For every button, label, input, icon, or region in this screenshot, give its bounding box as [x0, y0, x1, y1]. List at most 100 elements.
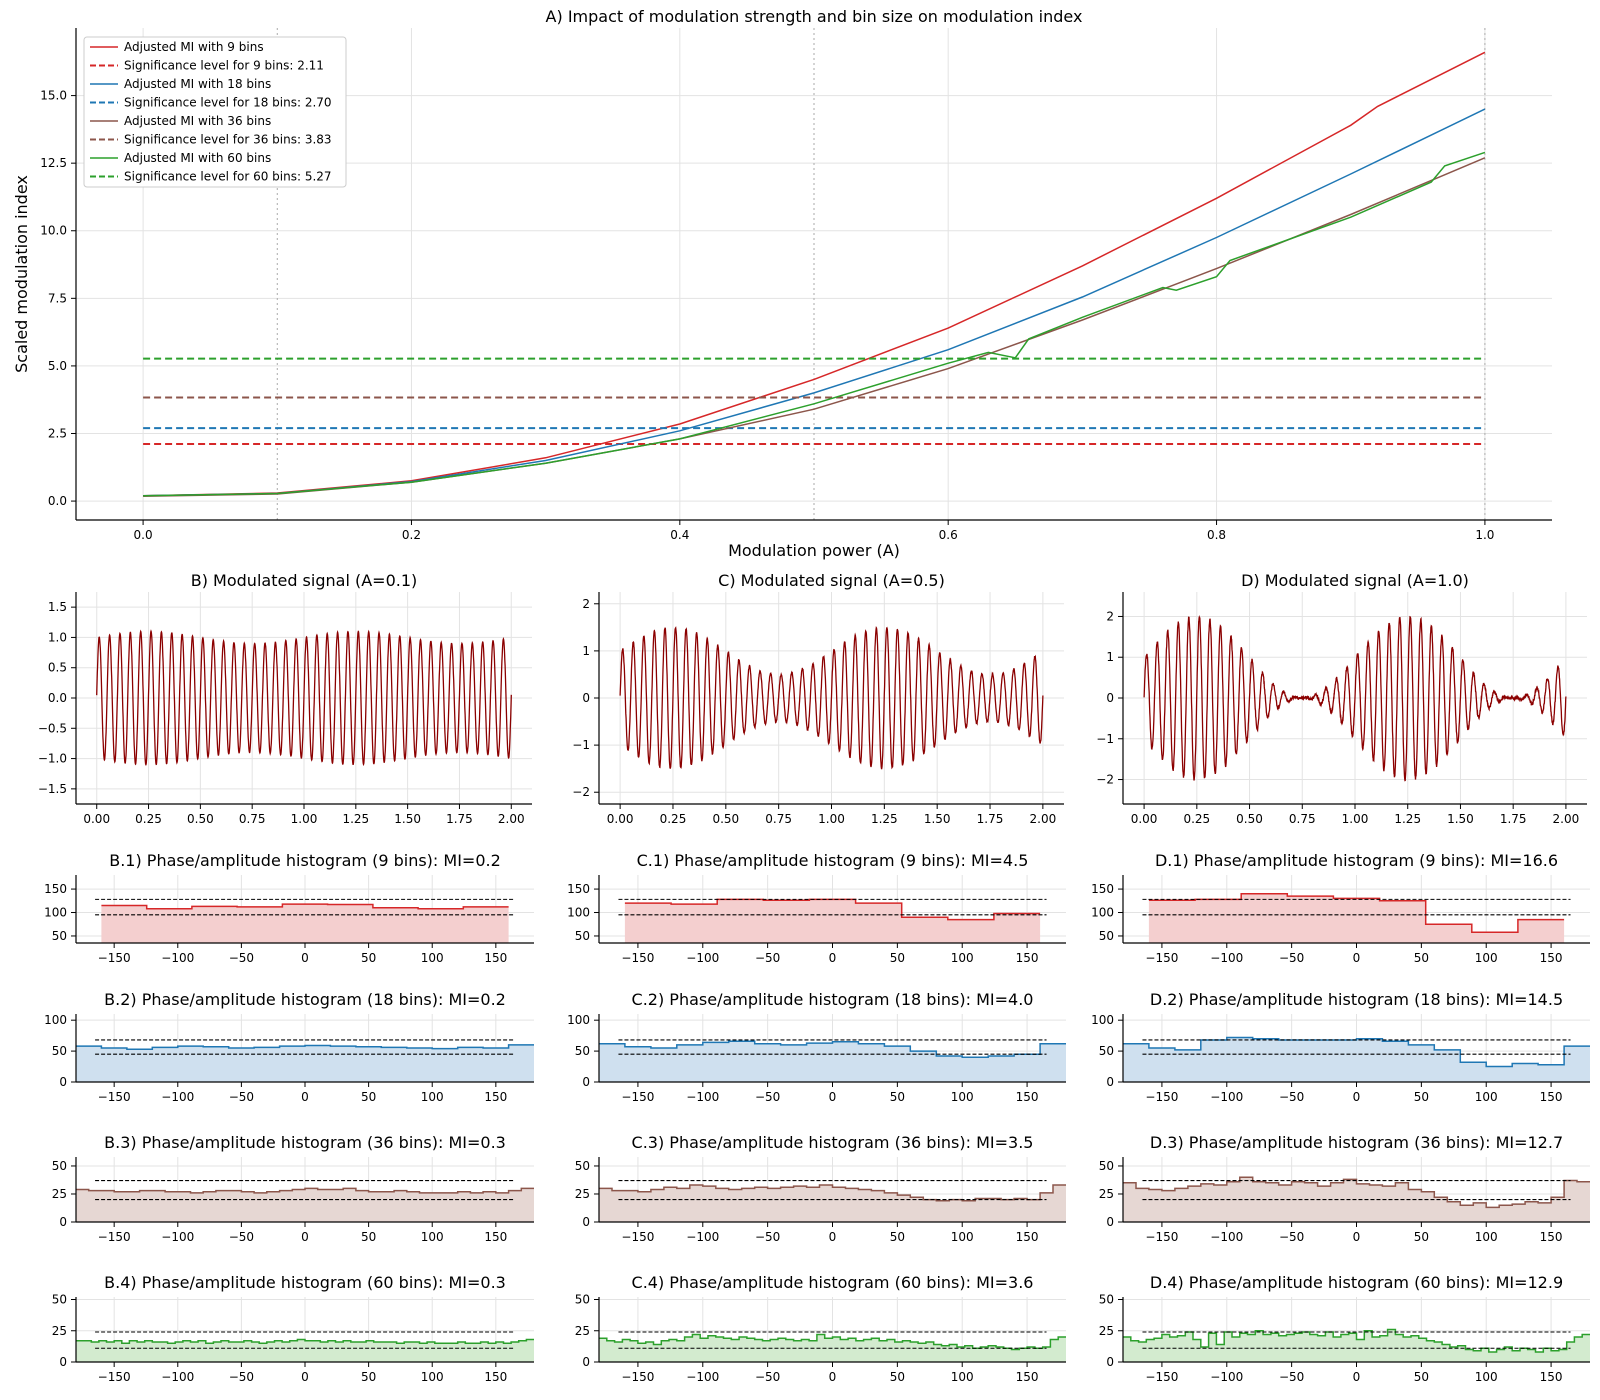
x-tick-label: 150 [484, 1090, 507, 1104]
y-tick-label: 1.5 [48, 600, 67, 614]
x-tick-label: 0.4 [670, 528, 689, 542]
x-tick-label: 0 [829, 951, 837, 965]
chart-title: A) Impact of modulation strength and bin… [546, 7, 1083, 26]
x-tick-label: 0.00 [607, 812, 634, 826]
x-tick-label: 100 [951, 1370, 974, 1384]
y-tick-label: 0 [582, 1355, 590, 1369]
y-tick-label: 150 [44, 882, 67, 896]
y-tick-label: 25 [1099, 1324, 1114, 1338]
x-tick-label: −100 [1210, 1230, 1243, 1244]
y-tick-label: 25 [575, 1324, 590, 1338]
signal-line [96, 629, 512, 767]
legend: Adjusted MI with 9 bins Significance leve… [83, 36, 347, 188]
x-tick-label: 0.0 [134, 528, 153, 542]
x-tick-label: 0 [829, 1230, 837, 1244]
x-tick-label: 1.75 [977, 812, 1004, 826]
x-tick-label: −50 [755, 1370, 780, 1384]
hist-fill [76, 1188, 534, 1222]
legend-entry: Adjusted MI with 9 bins [124, 40, 264, 54]
x-tick-label: 0.75 [1289, 812, 1316, 826]
x-tick-label: 1.25 [871, 812, 898, 826]
y-tick-label: 0 [1106, 691, 1114, 705]
panel-signal-d: 0.00 0.25 0.50 0.75 1.00 1.25 1.50 1.75 2.00 −2 −1… [1096, 571, 1587, 826]
x-tick-label: 0.50 [712, 812, 739, 826]
x-tick-label: 50 [1414, 951, 1429, 965]
x-tick-label: 0 [1353, 1230, 1361, 1244]
x-tick-label: −100 [686, 951, 719, 965]
x-tick-label: 0.2 [402, 528, 421, 542]
chart-title: B) Modulated signal (A=0.1) [191, 571, 418, 590]
x-tick-label: 100 [421, 951, 444, 965]
x-tick-label: −150 [621, 1370, 654, 1384]
y-tick-label: 25 [1099, 1187, 1114, 1201]
y-tick-label: 2.5 [48, 426, 67, 440]
panel-hist-b3: −150 −100 −50 0 50 100 150 0 25 50 B.3) Phase/ampl… [52, 1133, 534, 1244]
x-tick-label: 1.75 [1500, 812, 1527, 826]
x-tick-label: 0 [829, 1370, 837, 1384]
x-tick-label: 150 [1540, 951, 1563, 965]
hist-step [599, 1184, 1066, 1202]
signal-line [619, 626, 1044, 770]
x-tick-label: 150 [1016, 1090, 1039, 1104]
x-tick-label: 0.25 [660, 812, 687, 826]
x-tick-label: 50 [361, 1370, 376, 1384]
panel-hist-c2: −150 −100 −50 0 50 100 150 0 50 100 C.2) Phase/amp… [567, 990, 1066, 1104]
y-tick-label: 50 [52, 1044, 67, 1058]
y-tick-label: 0 [582, 1215, 590, 1229]
x-tick-label: −50 [229, 951, 254, 965]
x-tick-label: 0 [301, 1090, 309, 1104]
x-tick-label: 100 [1475, 951, 1498, 965]
x-tick-label: −150 [1145, 1090, 1178, 1104]
x-tick-label: 1.00 [291, 812, 318, 826]
y-tick-label: 50 [1099, 1044, 1114, 1058]
y-tick-label: 0 [582, 1075, 590, 1089]
x-tick-label: −150 [621, 951, 654, 965]
x-tick-label: 100 [1475, 1090, 1498, 1104]
y-tick-label: 50 [1099, 1159, 1114, 1173]
y-tick-label: 0 [1106, 1215, 1114, 1229]
y-tick-label: −1 [572, 738, 590, 752]
y-tick-label: 1 [1106, 650, 1114, 664]
x-tick-label: 150 [1016, 951, 1039, 965]
panel-hist-b4: −150 −100 −50 0 50 100 150 0 25 50 B.4) Phase/ampl… [52, 1273, 534, 1384]
x-tick-label: −100 [1210, 1370, 1243, 1384]
panel-hist-c1: −150 −100 −50 0 50 100 150 50 100 150 C.1) Phase/a… [567, 851, 1066, 965]
x-tick-label: 0 [1353, 1370, 1361, 1384]
y-tick-label: 0 [1106, 1075, 1114, 1089]
y-tick-label: 1.0 [48, 630, 67, 644]
hist-step [76, 1338, 534, 1345]
x-tick-label: −100 [686, 1230, 719, 1244]
legend-entry: Significance level for 60 bins: 5.27 [124, 170, 332, 184]
chart-title: C.3) Phase/amplitude histogram (36 bins)… [632, 1133, 1034, 1152]
y-tick-label: 100 [567, 1013, 590, 1027]
x-tick-label: −50 [1279, 1230, 1304, 1244]
y-tick-label: 100 [44, 1013, 67, 1027]
hist-step [1123, 1328, 1590, 1353]
x-tick-label: 1.75 [446, 812, 473, 826]
x-tick-label: 100 [1475, 1370, 1498, 1384]
y-tick-label: 100 [1091, 1013, 1114, 1027]
x-tick-label: 0.25 [135, 812, 162, 826]
x-tick-label: 50 [1414, 1090, 1429, 1104]
hist-step [1123, 1036, 1590, 1068]
x-tick-label: 150 [1540, 1370, 1563, 1384]
x-tick-label: 0 [1353, 951, 1361, 965]
x-tick-label: 150 [1016, 1230, 1039, 1244]
y-tick-label: 25 [575, 1187, 590, 1201]
x-tick-label: −50 [1279, 951, 1304, 965]
y-tick-label: 150 [1091, 882, 1114, 896]
legend-entry: Significance level for 18 bins: 2.70 [124, 96, 332, 110]
y-tick-label: 50 [575, 1044, 590, 1058]
x-tick-label: 0.00 [83, 812, 110, 826]
y-tick-label: 50 [1099, 1293, 1114, 1307]
x-tick-label: 0.8 [1207, 528, 1226, 542]
x-axis-label: Modulation power (A) [728, 541, 900, 560]
x-tick-label: 50 [361, 951, 376, 965]
chart-title: B.2) Phase/amplitude histogram (18 bins)… [104, 990, 506, 1009]
chart-title: D.1) Phase/amplitude histogram (9 bins):… [1155, 851, 1558, 870]
x-tick-label: 1.50 [924, 812, 951, 826]
x-tick-label: 50 [890, 951, 905, 965]
y-tick-label: 50 [52, 929, 67, 943]
x-tick-label: 100 [421, 1090, 444, 1104]
